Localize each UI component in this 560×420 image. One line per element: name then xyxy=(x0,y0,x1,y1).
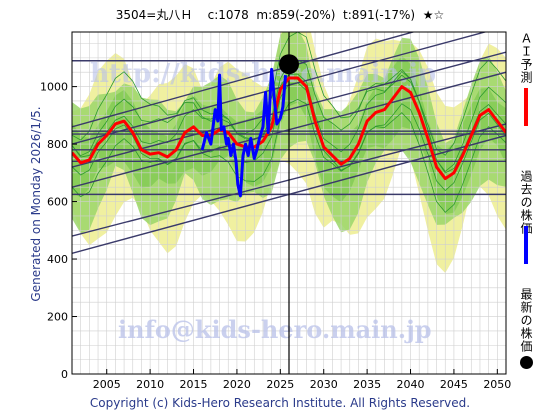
x-tick-label: 2015 xyxy=(180,378,208,391)
legend-past-swatch xyxy=(524,226,528,264)
copyright: Copyright (c) Kids-Hero Research Institu… xyxy=(89,396,471,410)
y-tick-label: 600 xyxy=(47,196,68,209)
y-tick-label: 400 xyxy=(47,253,68,266)
watermark-email-text: info@kids-hero.main.jp xyxy=(118,315,432,344)
y-tick-label: 200 xyxy=(47,311,68,324)
generated-date: Generated on Monday 2026/1/5. xyxy=(29,106,43,302)
series xyxy=(72,32,506,374)
current-price-dot xyxy=(279,54,299,75)
y-tick-label: 1000 xyxy=(40,81,68,94)
band-area-2 xyxy=(72,55,506,215)
legend-ai-label: ＡＩ予測 xyxy=(519,32,533,84)
axis-ticks: 2005 2010 2015 2020 2025 2030 2035 2040 2045 2050… xyxy=(40,81,511,391)
x-tick-label: 2025 xyxy=(266,378,294,391)
legend-latest-dot xyxy=(520,356,533,369)
ai-prediction-line xyxy=(72,76,506,181)
x-tick-label: 2005 xyxy=(93,378,121,391)
x-tick-label: 2030 xyxy=(310,378,338,391)
x-tick-label: 2045 xyxy=(440,378,468,391)
x-tick-label: 2040 xyxy=(397,378,425,391)
past-price-line xyxy=(200,67,288,198)
x-tick-label: 2050 xyxy=(483,378,511,391)
x-tick-label: 2010 xyxy=(136,378,164,391)
plot-frame xyxy=(71,31,507,375)
x-tick-label: 2035 xyxy=(353,378,381,391)
legend-past-label: 過去の株価 xyxy=(519,170,533,235)
x-tick-label: 2020 xyxy=(223,378,251,391)
chart-title: 3504=丸八Ｈ c:1078 m:859(-20%) t:891(-17%) … xyxy=(115,8,445,22)
y-tick-label: 800 xyxy=(47,138,68,151)
y-tick-label: 0 xyxy=(61,368,68,381)
current-marker-group xyxy=(279,54,299,75)
legend-latest-label: 最新の株価 xyxy=(519,288,533,353)
legend-ai-swatch xyxy=(524,88,528,126)
